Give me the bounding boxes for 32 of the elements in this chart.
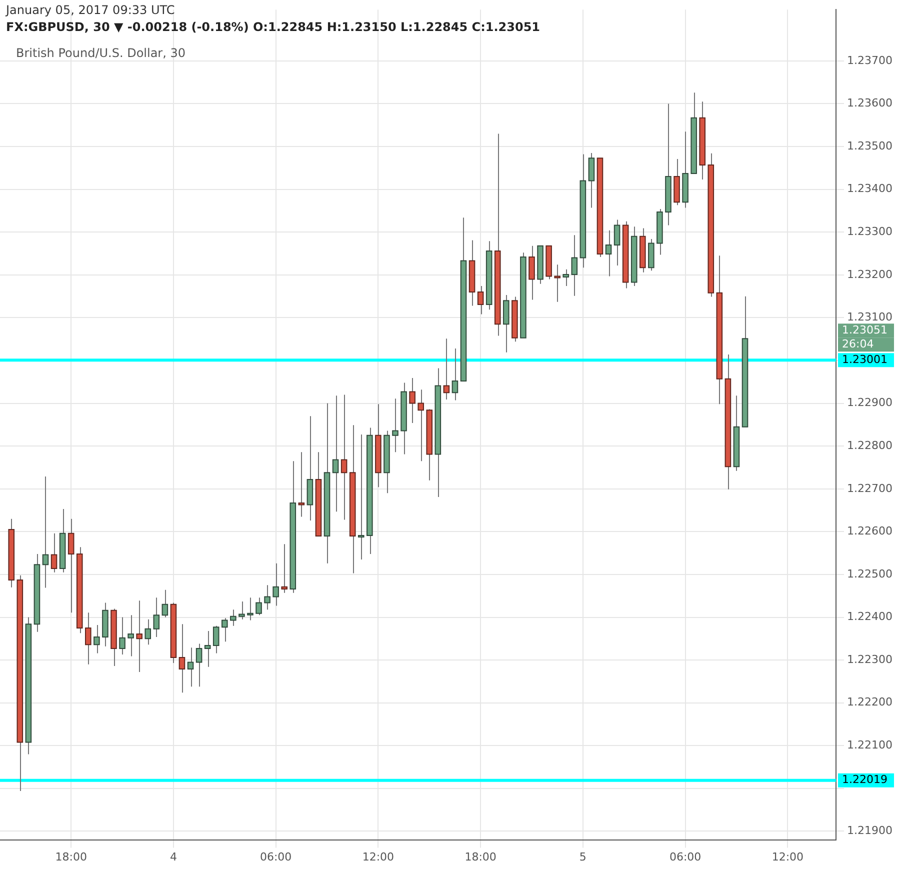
x-tick-label: 4 [170,850,177,864]
y-tick-label: 1.22200 [847,696,892,709]
y-tick-label: 1.23200 [847,268,892,281]
text: 26:04 [842,338,874,351]
y-tick-label: 1.21900 [847,824,892,838]
ref-line-label: 1.23001 [842,352,888,366]
y-tick-label: 1.22900 [847,396,892,410]
x-tick-label: 06:00 [260,850,292,864]
y-tick-label: 1.22100 [847,738,892,752]
text: British Pound/U.S. Dollar, 30 [16,46,186,60]
y-tick-label: 1.23500 [847,139,892,152]
y-tick-label: 1.23300 [847,224,892,238]
text: 1.23051 [842,324,888,337]
x-tick-label: 18:00 [464,850,496,864]
x-tick-label: 12:00 [772,850,804,864]
x-tick-label: 12:00 [362,850,394,864]
y-tick-label: 1.23100 [847,310,892,324]
y-tick-label: 1.23400 [847,182,892,196]
x-tick-label: 18:00 [55,850,87,864]
ref-line-label: 1.22019 [842,773,888,786]
y-tick-label: 1.22500 [847,567,892,580]
y-tick-label: 1.22800 [847,438,892,452]
y-tick-label: 1.22700 [847,482,892,495]
y-tick-label: 1.22400 [847,610,892,624]
y-tick-label: 1.23600 [847,96,892,110]
y-tick-label: 1.22300 [847,652,892,666]
y-tick-label: 1.22600 [847,524,892,538]
x-tick-label: 06:00 [669,850,702,864]
annotation: FX:GBPUSD, 30 ▼ -0.00218 (-0.18%) O:1.22845 H:1.23150 L:1.22845 C:1.23051 [6,20,540,34]
y-tick-label: 1.23700 [847,54,892,67]
chart-subtitle: January 05, 2017 09:33 UTC [6,3,175,17]
x-tick-label: 5 [579,850,586,864]
